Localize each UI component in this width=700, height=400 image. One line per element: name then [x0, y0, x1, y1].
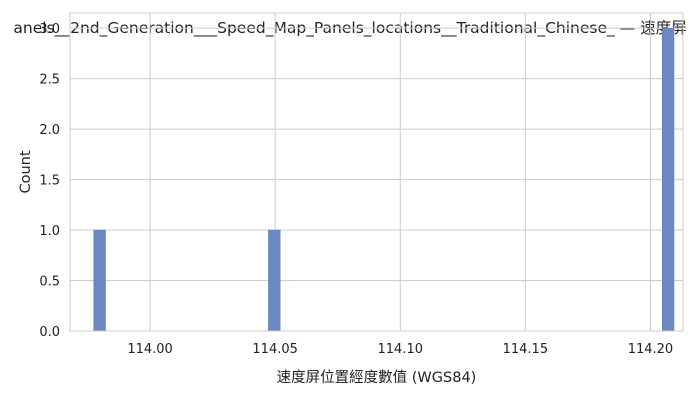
x-axis-ticks: 114.00 114.05 114.10 114.15 114.20 — [127, 342, 673, 357]
x-tick-label: 114.05 — [252, 342, 298, 357]
x-tick-label: 114.10 — [378, 342, 424, 357]
y-axis-ticks: 0.0 0.5 1.0 1.5 2.0 2.5 3.0 — [39, 22, 60, 340]
y-tick-label: 1.0 — [39, 224, 60, 239]
bars — [93, 27, 675, 332]
y-axis-label: Count — [18, 150, 34, 193]
histogram-bar — [268, 229, 281, 332]
y-tick-label: 3.0 — [39, 22, 60, 37]
histogram-bar — [93, 229, 106, 332]
histogram-bar — [661, 27, 675, 332]
x-tick-label: 114.00 — [127, 342, 173, 357]
plot-frame — [69, 12, 684, 332]
y-tick-label: 2.5 — [39, 73, 60, 88]
y-tick-label: 1.5 — [39, 174, 60, 189]
x-tick-label: 114.20 — [628, 342, 674, 357]
y-tick-label: 2.0 — [39, 123, 60, 138]
grid — [70, 13, 683, 332]
x-axis-label: 速度屏位置經度數值 (WGS84) — [277, 369, 477, 386]
y-tick-label: 0.0 — [39, 325, 60, 340]
y-tick-label: 0.5 — [39, 275, 60, 290]
x-tick-label: 114.15 — [503, 342, 549, 357]
